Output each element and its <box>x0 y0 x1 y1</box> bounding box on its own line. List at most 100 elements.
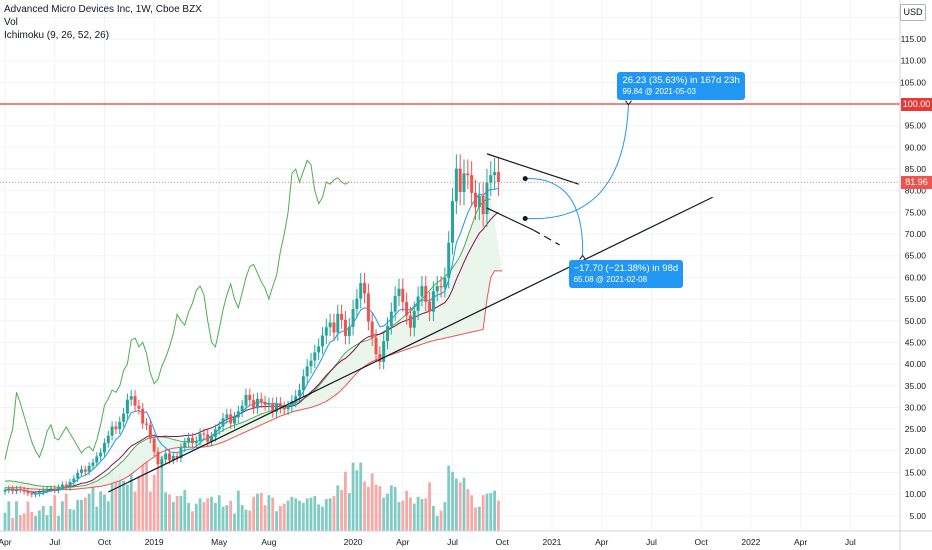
volume-bar <box>26 501 30 531</box>
lagging-span-line <box>4 159 350 460</box>
candle-body <box>389 311 393 326</box>
y-tick-label: 90.00 <box>905 142 927 152</box>
candle-body <box>91 462 95 466</box>
candle-body <box>320 335 324 347</box>
volume-bar <box>489 493 493 531</box>
x-tick-label: 2019 <box>145 537 164 547</box>
candle-body <box>22 489 26 492</box>
currency-button[interactable]: USD <box>900 4 926 21</box>
volume-bar <box>378 486 382 531</box>
volume-bar <box>7 501 11 531</box>
candle-body <box>324 327 328 336</box>
projection-down-label[interactable]: −17.70 (−21.38%) in 98d 65.08 @ 2021-02-… <box>568 260 684 289</box>
volume-bar <box>229 500 233 531</box>
candle-body <box>458 168 462 193</box>
candle-body <box>80 469 83 473</box>
volume-bar <box>420 499 424 531</box>
volume-bar <box>49 505 53 531</box>
volume-bar <box>206 498 210 531</box>
volume-bar <box>236 490 240 531</box>
candle-body <box>133 396 137 406</box>
candle-body <box>485 182 489 215</box>
candle-body <box>225 414 229 419</box>
volume-bar <box>397 502 401 531</box>
candle-body <box>60 484 64 488</box>
volume-bar <box>53 495 57 531</box>
candle-body <box>102 443 106 453</box>
candle-body <box>122 413 126 422</box>
candle-body <box>290 400 294 407</box>
candle-body <box>57 487 61 491</box>
candle-body <box>145 423 149 425</box>
y-tick-label: 60.00 <box>905 272 927 282</box>
projection-down-arc <box>525 178 584 256</box>
projection-up-label[interactable]: 26.23 (35.63%) in 167d 23h 99.84 @ 2021-… <box>617 71 745 100</box>
candle-body <box>443 277 447 288</box>
volume-bar <box>110 470 114 531</box>
candle-body <box>213 429 217 437</box>
candle-body <box>210 436 214 442</box>
volume-bar <box>294 498 298 531</box>
volume-bar <box>305 498 309 531</box>
volume-bar <box>41 505 45 531</box>
volume-bar <box>462 477 466 531</box>
candle-body <box>473 192 477 208</box>
x-tick-label: Oct <box>98 537 112 547</box>
volume-bar <box>80 499 83 531</box>
projection-up-anchor <box>522 215 528 221</box>
candle-body <box>137 405 141 409</box>
candle-body <box>340 313 344 320</box>
candle-body <box>401 288 405 303</box>
volume-bar <box>374 484 378 531</box>
volume-bar <box>481 495 485 531</box>
projection-up-arc <box>525 104 629 220</box>
volume-bar <box>309 497 313 531</box>
candle-body <box>118 421 122 430</box>
candle-body <box>152 438 156 452</box>
candle-body <box>412 310 416 328</box>
volume-bar <box>179 496 183 531</box>
x-tick-label: Jul <box>49 537 60 547</box>
candle-body <box>263 401 267 405</box>
ichimoku-label[interactable]: Ichimoku (9, 26, 52, 26) <box>4 30 110 41</box>
candle-body <box>393 296 397 312</box>
volume-bar <box>409 497 412 531</box>
candle-body <box>217 426 221 430</box>
candle-body <box>68 482 72 488</box>
y-tick-label: 40.00 <box>905 359 927 369</box>
volume-bar <box>301 502 305 531</box>
candle-body <box>221 418 225 427</box>
volume-bar <box>324 499 328 531</box>
candle-body <box>286 406 290 410</box>
candle-body <box>240 405 244 412</box>
candle-body <box>416 296 420 311</box>
volume-bar <box>83 497 87 531</box>
volume-bar <box>87 493 91 531</box>
candle-body <box>428 301 432 312</box>
symbol-title[interactable]: Advanced Micro Devices Inc, 1W, Cboe BZX <box>4 4 202 15</box>
volume-bar <box>244 509 248 531</box>
chart-legend: Advanced Micro Devices Inc, 1W, Cboe BZX… <box>4 3 202 42</box>
candle-body <box>462 173 466 193</box>
y-tick-label: 80.00 <box>905 186 927 196</box>
candle-body <box>49 488 53 490</box>
candle-body <box>278 403 282 408</box>
x-tick-label: Jul <box>447 537 458 547</box>
candle-body <box>190 437 194 444</box>
volume-bar <box>267 495 271 531</box>
volume-bar <box>340 489 343 531</box>
volume-bar <box>217 495 221 531</box>
candle-body <box>64 484 68 488</box>
leading-span-a-line <box>4 198 491 488</box>
candle-body <box>351 309 355 327</box>
volume-bar <box>393 486 397 531</box>
x-tick-label: 2021 <box>543 537 562 547</box>
candle-body <box>408 315 412 328</box>
volume-label[interactable]: Vol <box>4 17 18 28</box>
x-tick-label: 2022 <box>741 537 760 547</box>
volume-bar <box>225 505 229 531</box>
candle-body <box>271 403 275 412</box>
candle-body <box>183 442 187 448</box>
volume-bar <box>34 515 37 531</box>
